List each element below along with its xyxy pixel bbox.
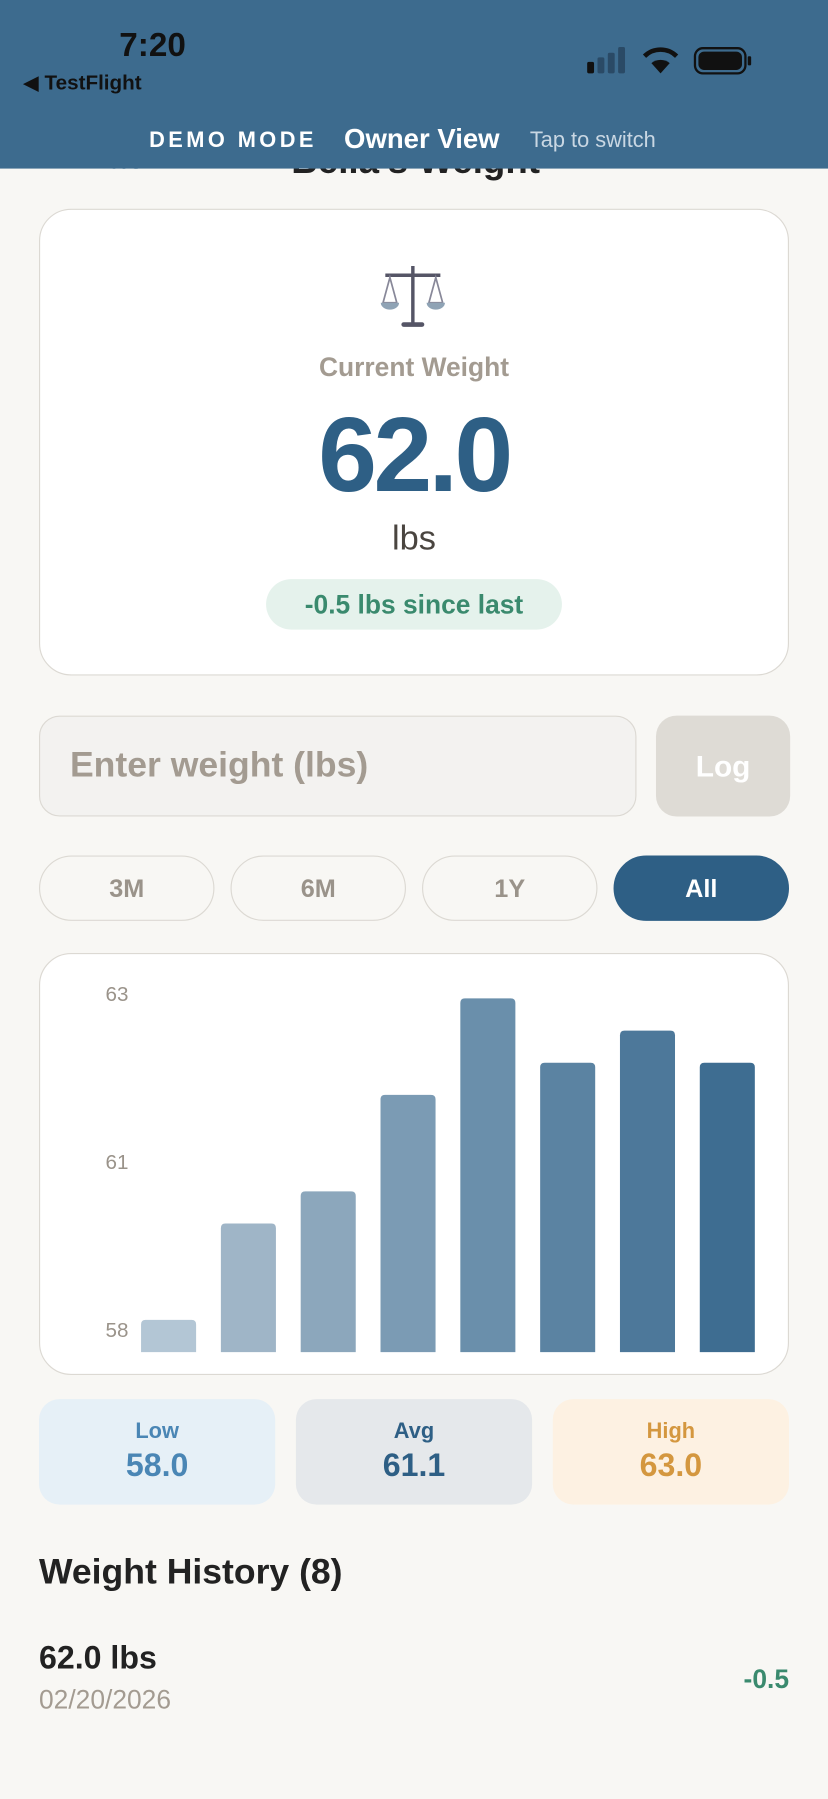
range-pill[interactable]: All bbox=[613, 855, 790, 921]
bar bbox=[460, 998, 516, 1353]
bar bbox=[141, 1319, 197, 1353]
stat-value: 63.0 bbox=[639, 1447, 703, 1483]
header-banner[interactable]: 7:20 ◀ TestFlight DEMO MODE Owner View T… bbox=[0, 0, 828, 169]
demo-mode: DEMO MODE bbox=[149, 128, 317, 153]
change-badge: -0.5 lbs since last bbox=[266, 579, 562, 630]
status-icons bbox=[587, 47, 752, 75]
weight-input[interactable]: Enter weight (lbs) bbox=[38, 715, 637, 817]
y-label: 58 bbox=[105, 1319, 128, 1342]
clock: 7:20 bbox=[119, 27, 186, 65]
view-mode: Owner View bbox=[344, 123, 500, 155]
entry-date: 02/20/2026 bbox=[38, 1684, 172, 1715]
range-pill[interactable]: 6M bbox=[230, 855, 406, 921]
stat-label: Low bbox=[135, 1419, 179, 1444]
bar bbox=[619, 1030, 676, 1353]
back-app[interactable]: ◀ TestFlight bbox=[22, 71, 142, 95]
stat-card: High 63.0 bbox=[552, 1399, 790, 1505]
bar bbox=[380, 1094, 436, 1353]
stat-card: Low 58.0 bbox=[38, 1399, 276, 1505]
range-pill[interactable]: 1Y bbox=[422, 855, 598, 921]
range-pill[interactable]: 3M bbox=[38, 855, 215, 921]
y-label: 63 bbox=[105, 983, 128, 1006]
bar bbox=[220, 1223, 276, 1353]
scale-icon bbox=[380, 266, 445, 327]
bar bbox=[699, 1062, 755, 1353]
stat-label: Avg bbox=[393, 1419, 435, 1444]
input-placeholder: Enter weight (lbs) bbox=[69, 744, 369, 785]
stat-value: 61.1 bbox=[382, 1447, 446, 1483]
stat-card: Avg 61.1 bbox=[295, 1399, 533, 1505]
stat-value: 58.0 bbox=[125, 1447, 189, 1483]
current-value: 62.0 bbox=[318, 396, 513, 514]
chart: 63 61 58 bbox=[105, 983, 755, 1353]
entry-weight: 62.0 lbs bbox=[38, 1639, 157, 1676]
current-label: Current Weight bbox=[318, 352, 510, 382]
log-button[interactable]: Log bbox=[655, 715, 791, 817]
bar bbox=[300, 1191, 356, 1353]
current-unit: lbs bbox=[391, 519, 436, 558]
stat-label: High bbox=[646, 1419, 696, 1444]
history-title: Weight History (8) bbox=[38, 1551, 343, 1592]
y-label: 61 bbox=[105, 1151, 128, 1174]
entry-change: -0.5 bbox=[743, 1664, 790, 1694]
switch-hint[interactable]: Tap to switch bbox=[529, 128, 656, 153]
bar bbox=[540, 1062, 596, 1353]
